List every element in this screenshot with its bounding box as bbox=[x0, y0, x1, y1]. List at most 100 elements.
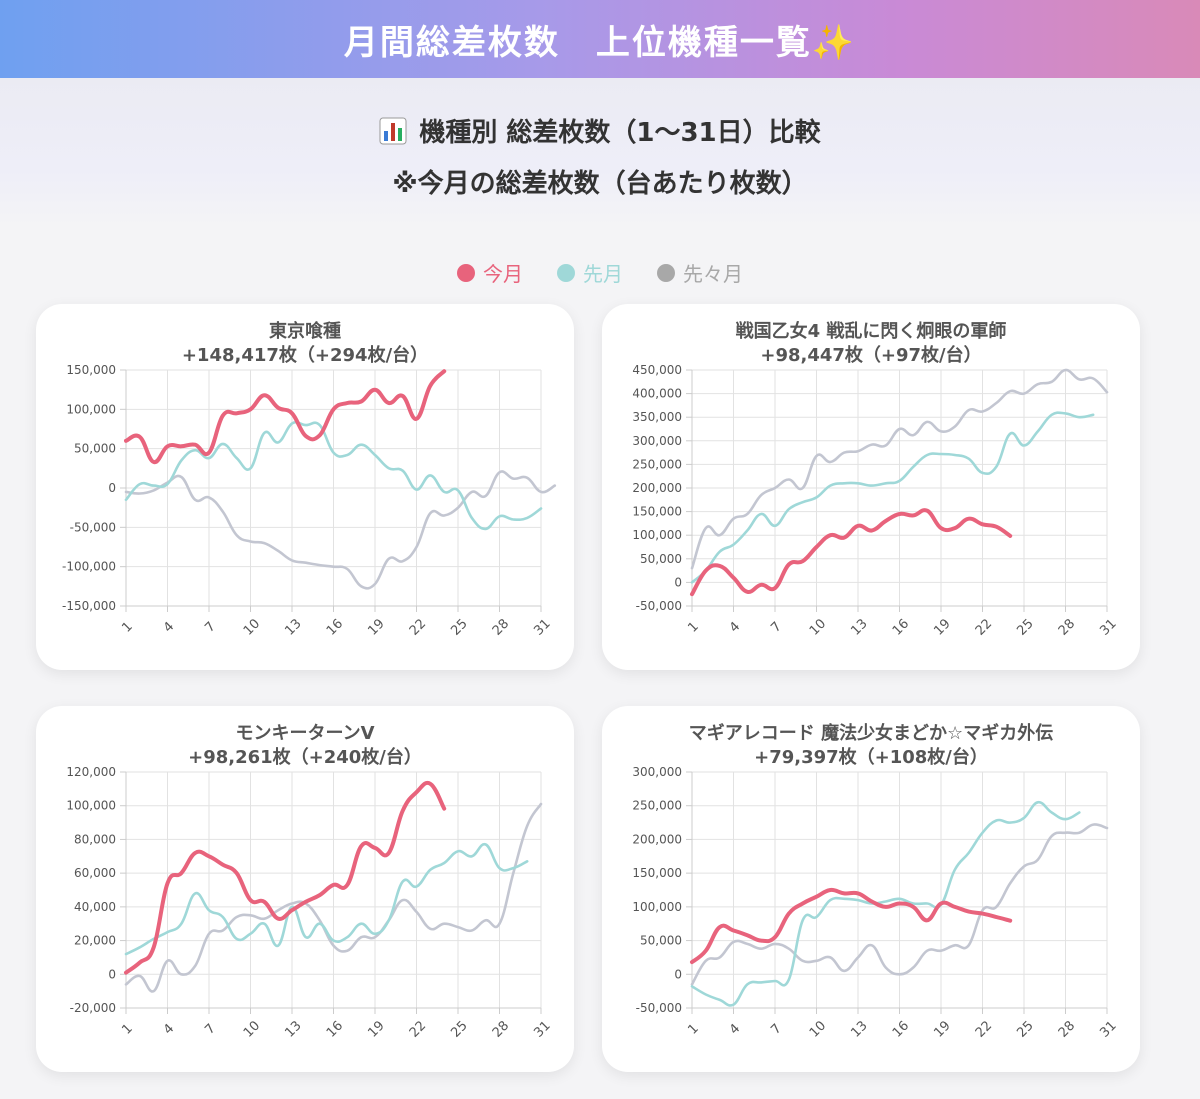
line-chart: 戦国乙女4 戦乱に閃く炯眼の軍師+98,447枚（+97枚/台）450,0004… bbox=[632, 320, 1119, 639]
y-tick-label: 250,000 bbox=[632, 457, 682, 471]
x-tick-label: 4 bbox=[161, 1021, 177, 1037]
x-tick-label: 19 bbox=[931, 616, 953, 638]
x-tick-label: 10 bbox=[807, 1018, 829, 1040]
y-tick-label: 150,000 bbox=[632, 866, 682, 880]
x-tick-label: 19 bbox=[365, 616, 387, 638]
y-tick-label: 50,000 bbox=[74, 442, 116, 456]
series-line-this-month bbox=[124, 780, 447, 975]
line-chart: モンキーターンV+98,261枚（+240枚/台）120,000100,0008… bbox=[66, 723, 553, 1041]
legend: 今月 先月 先々月 bbox=[0, 258, 1200, 287]
x-tick-label: 22 bbox=[407, 1018, 429, 1040]
x-tick-label: 7 bbox=[202, 619, 218, 635]
legend-label: 先々月 bbox=[683, 262, 743, 286]
y-tick-label: 300,000 bbox=[632, 765, 682, 779]
subtitle-line1: 機種別 総差枚数（1〜31日）比較 bbox=[419, 118, 821, 148]
x-tick-label: 19 bbox=[365, 1018, 387, 1040]
chart-card: 東京喰種 +148,417枚（+294枚/台） 150,000 100,000 50,0… bbox=[36, 304, 574, 670]
line-chart: マギアレコード 魔法少女まどか☆マギカ外伝+79,397枚（+108枚/台） 30… bbox=[632, 722, 1119, 1041]
x-tick-label: 10 bbox=[241, 1018, 263, 1040]
series-line-two-months-ago bbox=[690, 368, 1109, 570]
bar-chart-icon bbox=[379, 117, 407, 144]
subtitle-block: 機種別 総差枚数（1〜31日）比較 ※今月の総差枚数（台あたり枚数） bbox=[0, 78, 1200, 228]
chart-subtitle: +148,417枚（+294枚/台） bbox=[182, 344, 428, 366]
y-tick-label: -150,000 bbox=[62, 599, 116, 613]
series-line-this-month bbox=[690, 887, 1013, 965]
x-tick-label: 25 bbox=[1014, 1018, 1036, 1040]
y-tick-label: 150,000 bbox=[66, 363, 116, 377]
x-tick-label: 25 bbox=[1014, 616, 1036, 638]
legend-dot-last-month bbox=[557, 263, 575, 282]
legend-label: 先月 bbox=[583, 262, 623, 286]
series-line-last-month bbox=[690, 411, 1095, 584]
sparkles-icon: ✨ bbox=[811, 22, 857, 63]
x-tick-label: 13 bbox=[282, 616, 304, 638]
x-tick-label: 28 bbox=[490, 1018, 512, 1040]
legend-label: 今月 bbox=[483, 262, 523, 286]
y-tick-label: -100,000 bbox=[62, 560, 116, 574]
series-line-last-month bbox=[124, 842, 529, 956]
y-tick-label: 250,000 bbox=[632, 799, 682, 813]
x-tick-label: 25 bbox=[448, 616, 470, 638]
page-title: 月間総差枚数 上位機種一覧✨ bbox=[343, 22, 857, 63]
x-tick-label: 4 bbox=[161, 619, 177, 635]
series-line-this-month bbox=[124, 369, 447, 465]
y-tick-label: 0 bbox=[674, 967, 682, 981]
legend-dot-two-months-ago bbox=[657, 263, 675, 282]
chart-subtitle: +79,397枚（+108枚/台） bbox=[754, 746, 988, 768]
x-tick-label: 16 bbox=[324, 616, 346, 638]
x-tick-label: 4 bbox=[727, 619, 743, 635]
chart-subtitle: +98,261枚（+240枚/台） bbox=[188, 746, 422, 768]
x-tick-label: 28 bbox=[1056, 1018, 1078, 1040]
x-tick-label: 31 bbox=[531, 616, 553, 638]
chart-title: 戦国乙女4 戦乱に閃く炯眼の軍師 bbox=[736, 320, 1007, 342]
chart-card: マギアレコード 魔法少女まどか☆マギカ外伝 +79,397枚（+108枚/台） 30… bbox=[602, 706, 1140, 1072]
y-tick-label: 150,000 bbox=[632, 505, 682, 519]
y-tick-label: 200,000 bbox=[632, 832, 682, 846]
series-line-last-month bbox=[690, 800, 1081, 1007]
y-tick-label: 120,000 bbox=[66, 765, 116, 779]
x-tick-label: 28 bbox=[490, 616, 512, 638]
series-line-two-months-ago bbox=[690, 823, 1109, 986]
y-tick-label: 100,000 bbox=[632, 528, 682, 542]
y-tick-label: 60,000 bbox=[74, 866, 116, 880]
chart-title: 東京喰種 bbox=[269, 320, 341, 342]
chart-card: モンキーターンV +98,261枚（+240枚/台） 120,000 100,000 8… bbox=[36, 706, 574, 1072]
x-tick-label: 16 bbox=[890, 1018, 912, 1040]
x-tick-label: 16 bbox=[890, 616, 912, 638]
legend-item-this-month[interactable]: 今月 bbox=[457, 258, 523, 287]
header-banner: 月間総差枚数 上位機種一覧✨ bbox=[0, 0, 1200, 78]
x-tick-label: 31 bbox=[1097, 616, 1119, 638]
y-tick-label: 450,000 bbox=[632, 363, 682, 377]
legend-item-two-months-ago[interactable]: 先々月 bbox=[657, 258, 743, 287]
legend-item-last-month[interactable]: 先月 bbox=[557, 258, 623, 287]
y-tick-label: 0 bbox=[108, 481, 116, 495]
subtitle-line2: ※今月の総差枚数（台あたり枚数） bbox=[392, 169, 808, 199]
series-line-two-months-ago bbox=[124, 470, 557, 590]
x-tick-label: 1 bbox=[685, 1021, 701, 1037]
y-tick-label: 300,000 bbox=[632, 434, 682, 448]
y-tick-label: 50,000 bbox=[640, 552, 682, 566]
x-tick-label: 22 bbox=[407, 616, 429, 638]
y-tick-label: 400,000 bbox=[632, 387, 682, 401]
y-tick-label: 100,000 bbox=[66, 799, 116, 813]
y-tick-label: 350,000 bbox=[632, 410, 682, 424]
chart-subtitle: +98,447枚（+97枚/台） bbox=[760, 344, 981, 366]
chart-title: マギアレコード 魔法少女まどか☆マギカ外伝 bbox=[689, 722, 1053, 744]
x-tick-label: 31 bbox=[531, 1018, 553, 1040]
series-line-two-months-ago bbox=[124, 802, 543, 993]
x-tick-label: 4 bbox=[727, 1021, 743, 1037]
y-tick-label: -20,000 bbox=[70, 1001, 116, 1015]
y-tick-label: -50,000 bbox=[636, 1001, 682, 1015]
x-tick-label: 1 bbox=[685, 619, 701, 635]
x-tick-label: 16 bbox=[324, 1018, 346, 1040]
x-tick-label: 28 bbox=[1056, 616, 1078, 638]
y-tick-label: 40,000 bbox=[74, 900, 116, 914]
y-tick-label: 100,000 bbox=[632, 900, 682, 914]
y-tick-label: 20,000 bbox=[74, 934, 116, 948]
chart-title: モンキーターンV bbox=[235, 723, 374, 744]
x-tick-label: 22 bbox=[973, 1018, 995, 1040]
y-tick-label: 100,000 bbox=[66, 402, 116, 416]
x-tick-label: 10 bbox=[807, 616, 829, 638]
chart-card: 戦国乙女4 戦乱に閃く炯眼の軍師 +98,447枚（+97枚/台） 450,000 4… bbox=[602, 304, 1140, 670]
x-tick-label: 19 bbox=[931, 1018, 953, 1040]
